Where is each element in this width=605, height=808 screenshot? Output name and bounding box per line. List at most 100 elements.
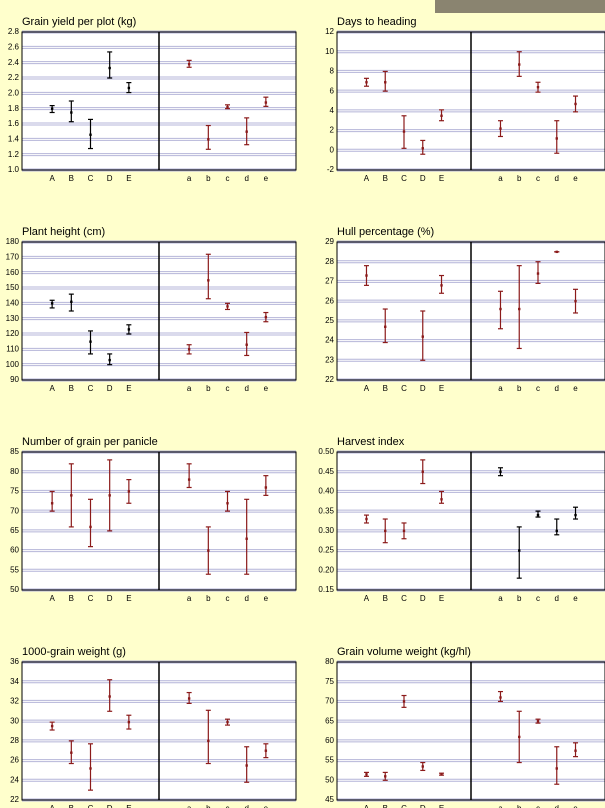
y-tick-label: 85 [10, 447, 19, 456]
x-tick-label: E [439, 384, 444, 393]
x-tick-label: D [107, 804, 113, 808]
mean-marker [265, 750, 267, 752]
mean-marker [226, 502, 228, 504]
x-tick-label: c [536, 804, 540, 808]
x-tick-label: c [226, 594, 230, 603]
mean-marker [365, 274, 367, 276]
chart-title: Number of grain per panicle [22, 436, 158, 448]
mean-marker [128, 490, 130, 492]
y-tick-label: 70 [325, 697, 334, 706]
y-tick-label: 0 [330, 145, 335, 154]
mean-marker [574, 514, 576, 516]
x-tick-label: e [264, 174, 269, 183]
y-tick-label: 60 [10, 546, 19, 555]
y-tick-label: 170 [6, 252, 20, 261]
y-tick-label: 23 [325, 355, 334, 364]
mean-marker [403, 530, 405, 532]
x-tick-label: d [555, 594, 559, 603]
y-tick-label: 24 [325, 336, 334, 345]
mean-marker [499, 471, 501, 473]
page: Grain yield per plot (kg)1.01.21.41.61.8… [0, 0, 605, 808]
x-tick-label: e [573, 384, 578, 393]
x-tick-label: c [226, 174, 230, 183]
y-tick-label: 0.15 [318, 585, 334, 594]
x-tick-label: a [187, 174, 192, 183]
x-tick-label: d [555, 174, 559, 183]
chart-title: Grain yield per plot (kg) [22, 16, 136, 28]
x-tick-label: b [206, 384, 211, 393]
mean-marker [207, 549, 209, 551]
x-tick-label: d [244, 384, 248, 393]
mean-marker [245, 538, 247, 540]
y-tick-label: 0.25 [318, 546, 334, 555]
mean-marker [422, 335, 424, 337]
y-tick-label: 32 [10, 697, 19, 706]
x-tick-label: d [555, 384, 559, 393]
mean-marker [440, 498, 442, 500]
y-tick-label: 28 [10, 736, 19, 745]
x-tick-label: e [573, 174, 578, 183]
mean-marker [128, 328, 130, 330]
mean-marker [188, 697, 190, 699]
x-tick-label: B [69, 804, 74, 808]
mean-marker [128, 87, 130, 89]
mean-marker [422, 765, 424, 767]
y-tick-label: 75 [325, 677, 334, 686]
x-tick-label: C [401, 384, 407, 393]
x-tick-label: b [206, 174, 211, 183]
mean-marker [108, 359, 110, 361]
x-tick-label: A [49, 384, 55, 393]
y-tick-label: 110 [6, 344, 19, 353]
x-tick-label: c [536, 174, 540, 183]
x-tick-label: C [401, 594, 407, 603]
x-tick-label: e [264, 384, 269, 393]
x-tick-label: c [226, 804, 230, 808]
y-tick-label: 1.2 [8, 150, 20, 159]
x-tick-label: a [187, 594, 192, 603]
y-tick-label: 130 [6, 314, 20, 323]
mean-marker [89, 526, 91, 528]
y-tick-label: 4 [330, 106, 335, 115]
mean-marker [537, 272, 539, 274]
y-tick-label: -2 [327, 165, 335, 174]
mean-marker [556, 530, 558, 532]
y-tick-label: 80 [325, 657, 334, 666]
x-tick-label: c [536, 384, 540, 393]
x-tick-label: e [264, 594, 269, 603]
mean-marker [556, 767, 558, 769]
y-tick-label: 140 [6, 298, 20, 307]
mean-marker [226, 106, 228, 108]
y-tick-label: 150 [6, 283, 20, 292]
y-tick-label: 2 [330, 126, 335, 135]
x-tick-label: B [383, 594, 388, 603]
mean-marker [128, 721, 130, 723]
x-tick-label: E [126, 804, 131, 808]
x-tick-label: E [439, 804, 444, 808]
y-tick-label: 160 [6, 268, 20, 277]
x-tick-label: B [383, 384, 388, 393]
mean-marker [556, 251, 558, 253]
mean-marker [108, 494, 110, 496]
x-tick-label: b [517, 804, 522, 808]
x-tick-label: B [383, 174, 388, 183]
chart-title: 1000-grain weight (g) [22, 646, 126, 658]
x-tick-label: D [420, 174, 426, 183]
x-tick-label: e [573, 804, 578, 808]
x-tick-label: E [126, 594, 131, 603]
y-tick-label: 0.50 [318, 447, 334, 456]
mean-marker [422, 471, 424, 473]
mean-marker [574, 103, 576, 105]
chart-title: Harvest index [337, 436, 405, 448]
mean-marker [499, 696, 501, 698]
y-tick-label: 180 [6, 237, 20, 246]
y-tick-label: 50 [325, 775, 334, 784]
x-tick-label: b [517, 174, 522, 183]
mean-marker [188, 348, 190, 350]
mean-marker [89, 134, 91, 136]
x-tick-label: D [420, 804, 426, 808]
y-tick-label: 1.8 [8, 104, 20, 113]
y-tick-label: 26 [325, 296, 334, 305]
y-tick-label: 8 [330, 67, 335, 76]
mean-marker [440, 773, 442, 775]
x-tick-label: C [401, 804, 407, 808]
